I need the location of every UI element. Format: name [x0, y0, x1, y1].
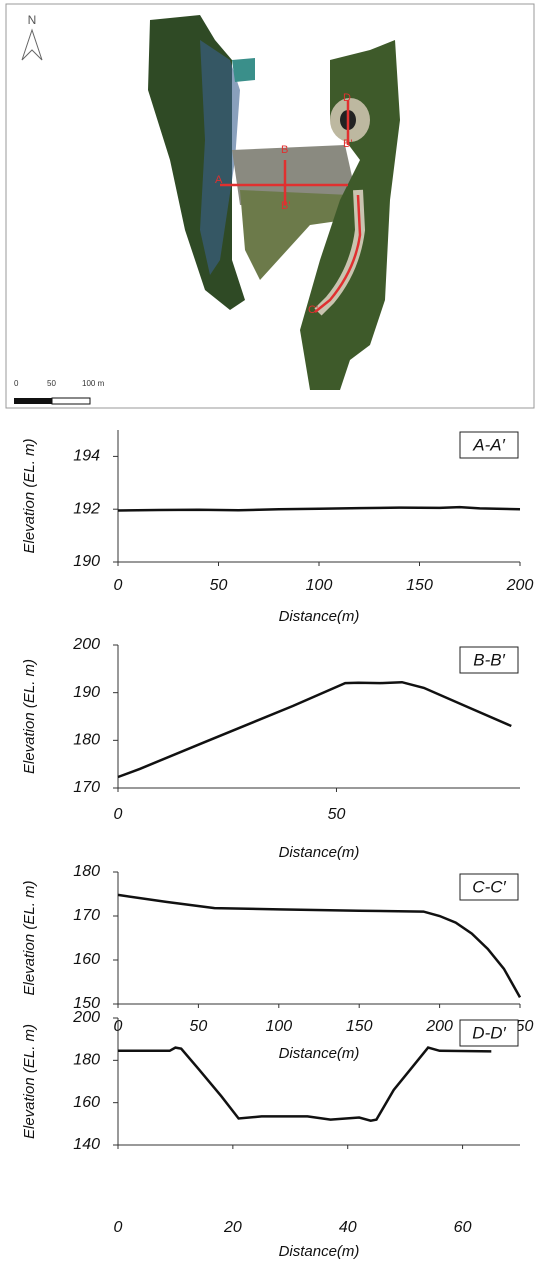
y-tick-label: 160 [73, 951, 100, 968]
x-axis-label: Distance(m) [279, 844, 360, 861]
annotation-box [459, 646, 519, 674]
annotation: D-D′ [472, 1023, 506, 1042]
y-tick-label: 170 [73, 779, 100, 796]
annotation-box [459, 431, 519, 459]
y-axis-label: Elevation (EL. m) [21, 1024, 38, 1139]
map: A B B' D B' C' N 0 50 100 m [5, 3, 535, 409]
field [240, 190, 350, 280]
y-tick-label: 160 [73, 1094, 100, 1111]
scale-bar [14, 398, 52, 404]
data-line [117, 505, 521, 512]
y-tick-label: 200 [72, 1009, 100, 1026]
x-tick-label: 100 [265, 1018, 292, 1035]
annotation-box [459, 1019, 519, 1047]
structure [232, 58, 255, 82]
y-tick-label: 140 [73, 1136, 100, 1153]
scale-bar [51, 397, 91, 405]
y-tick-label: 180 [73, 863, 100, 880]
x-tick-label: 150 [346, 1018, 373, 1035]
map-label: B' [281, 200, 290, 212]
annotation: B-B′ [473, 650, 505, 669]
scale-label: 100 m [82, 379, 105, 388]
dam [232, 145, 355, 205]
map-label: C' [308, 304, 318, 316]
x-tick-label: 50 [328, 806, 346, 823]
scale-label: 0 [14, 379, 19, 388]
y-tick-label: 190 [73, 684, 100, 701]
x-tick-label: 50 [210, 577, 228, 594]
map-label: D [343, 92, 351, 104]
x-tick-label: 200 [506, 577, 534, 594]
river [200, 40, 240, 275]
x-axis-label: Distance(m) [279, 1045, 360, 1062]
data-line [117, 680, 512, 779]
scale-label: 50 [47, 379, 56, 388]
data-line [117, 893, 522, 999]
x-tick-label: 0 [114, 806, 123, 823]
annotation-box [459, 873, 519, 901]
north-label: N [28, 13, 37, 27]
north-arrow [21, 28, 43, 61]
y-tick-label: 192 [73, 500, 100, 517]
x-tick-label: 0 [114, 1219, 123, 1236]
map-label: B [281, 144, 288, 156]
y-axis-label: Elevation (EL. m) [21, 438, 38, 553]
annotation: C-C′ [472, 877, 506, 896]
x-tick-label: 150 [406, 577, 433, 594]
y-axis-label: Elevation (EL. m) [21, 659, 38, 774]
y-tick-label: 200 [72, 636, 100, 653]
y-tick-label: 180 [73, 732, 100, 749]
y-tick-label: 190 [73, 553, 100, 570]
x-tick-label: 60 [454, 1219, 472, 1236]
x-tick-label: 20 [223, 1219, 242, 1236]
x-tick-label: 0 [114, 577, 123, 594]
x-tick-label: 40 [339, 1219, 357, 1236]
y-tick-label: 180 [73, 1052, 100, 1069]
y-tick-label: 170 [73, 907, 100, 924]
x-tick-label: 100 [306, 577, 333, 594]
x-tick-label: 50 [190, 1018, 208, 1035]
section-line [314, 194, 362, 313]
y-tick-label: 150 [73, 995, 100, 1012]
x-axis-label: Distance(m) [279, 1243, 360, 1260]
map-label: B' [343, 138, 352, 150]
x-axis-label: Distance(m) [279, 608, 360, 625]
y-tick-label: 194 [73, 448, 100, 465]
data-line [118, 1046, 492, 1122]
y-axis-label: Elevation (EL. m) [21, 880, 38, 995]
annotation: A-A′ [472, 435, 505, 454]
x-tick-label: 200 [425, 1018, 453, 1035]
map-label: A [215, 174, 223, 186]
